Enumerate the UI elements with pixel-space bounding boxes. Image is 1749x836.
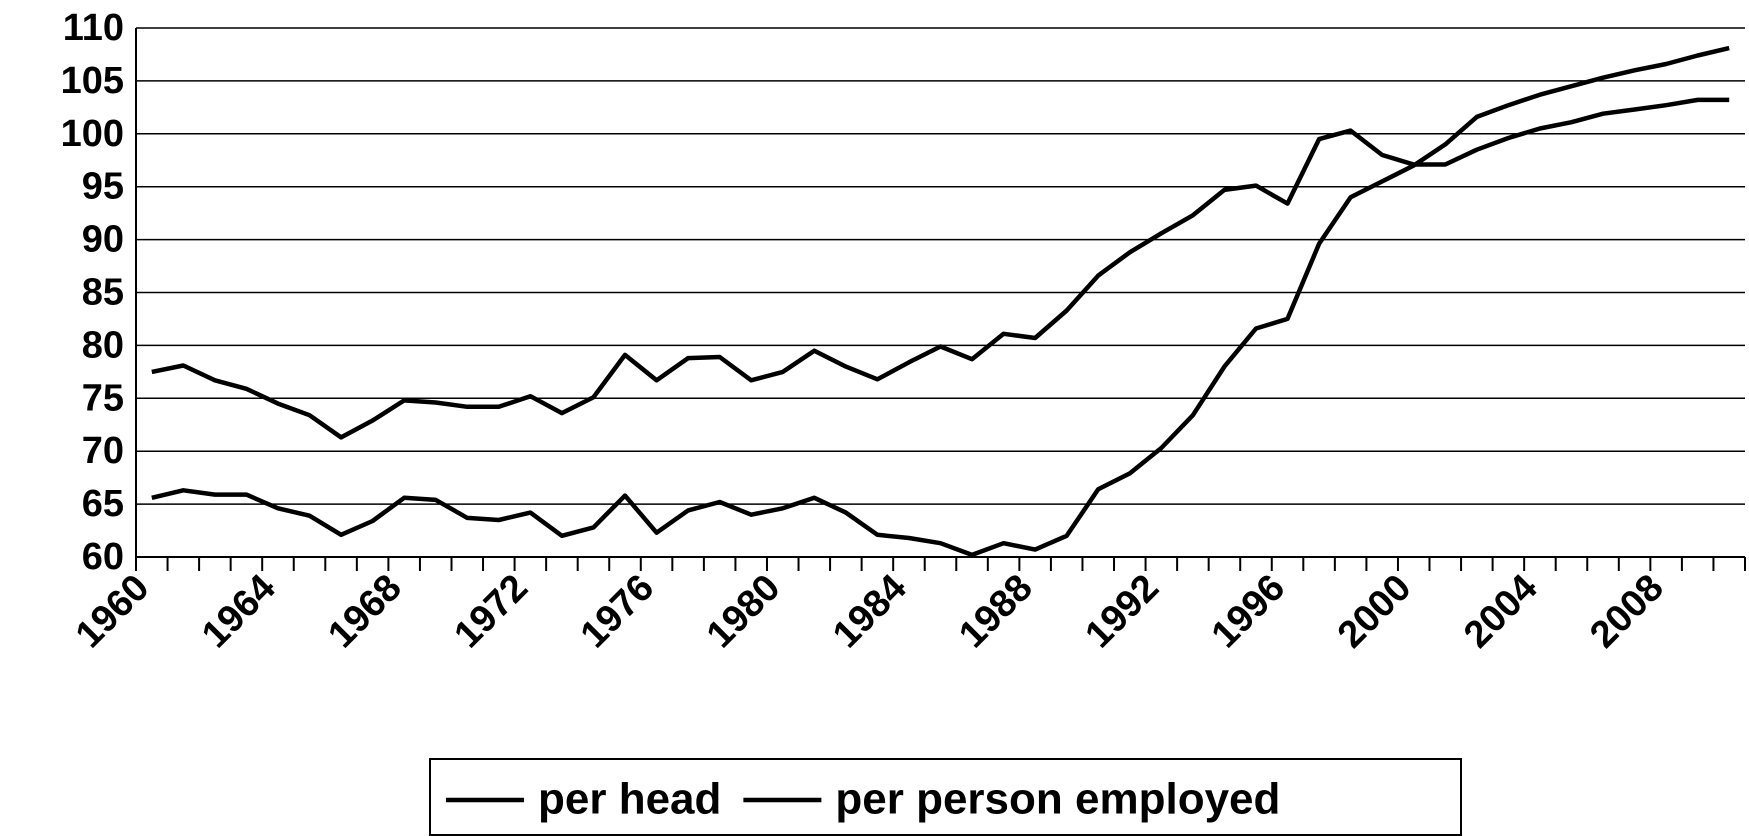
y-tick-label: 105 xyxy=(61,60,124,102)
x-tick-label: 2004 xyxy=(1456,567,1545,656)
x-tick-label: 1992 xyxy=(1078,567,1167,656)
x-tick-label: 1988 xyxy=(951,567,1040,656)
y-tick-label: 85 xyxy=(82,272,124,314)
legend-label: per head xyxy=(538,775,721,824)
x-tick-label: 1976 xyxy=(573,567,662,656)
x-tick-label: 1980 xyxy=(699,567,788,656)
y-tick-label: 90 xyxy=(82,219,124,261)
legend-label: per person employed xyxy=(835,775,1280,824)
y-tick-label: 60 xyxy=(82,536,124,578)
y-tick-label: 110 xyxy=(63,7,124,49)
x-tick-label: 1960 xyxy=(68,567,157,656)
x-tick-label: 1964 xyxy=(194,567,283,656)
y-tick-label: 70 xyxy=(82,430,124,472)
series-line xyxy=(151,45,1730,558)
y-tick-label: 75 xyxy=(82,377,124,419)
x-tick-label: 1968 xyxy=(320,567,409,656)
y-tick-label: 95 xyxy=(82,166,124,208)
series-line xyxy=(151,97,1730,440)
legend-box xyxy=(429,758,1462,836)
x-tick-label: 2008 xyxy=(1582,567,1671,656)
y-tick-label: 100 xyxy=(61,113,124,155)
x-tick-label: 1972 xyxy=(447,567,536,656)
x-tick-label: 2000 xyxy=(1330,567,1419,656)
x-tick-label: 1984 xyxy=(825,567,914,656)
x-tick-label: 1996 xyxy=(1204,567,1293,656)
y-tick-label: 80 xyxy=(82,324,124,366)
y-tick-label: 65 xyxy=(82,483,124,525)
